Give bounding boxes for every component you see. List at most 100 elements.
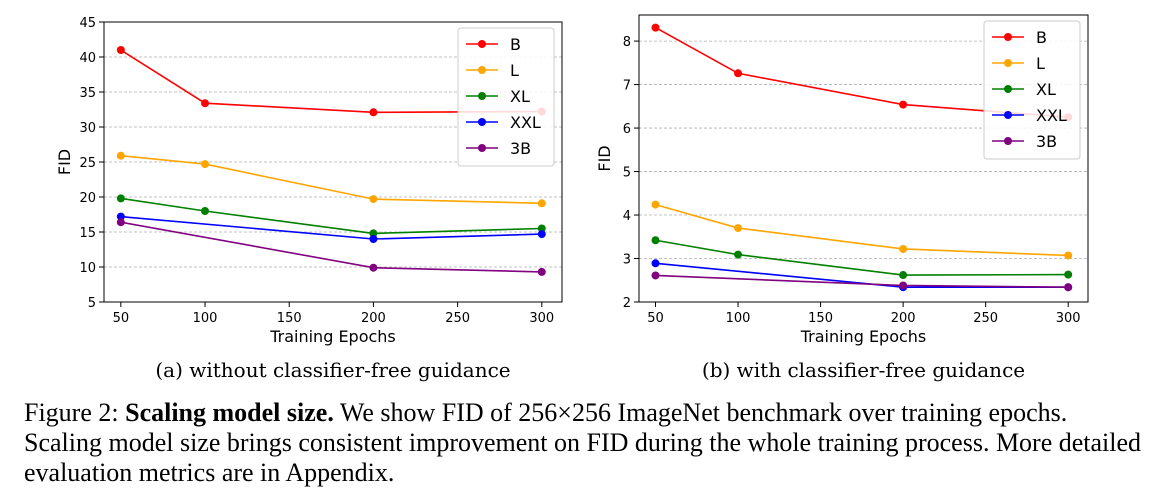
y-axis-label: FID [55, 149, 74, 175]
data-point-L [369, 195, 378, 204]
caption-bold: Scaling model size. [125, 398, 334, 427]
legend-marker-B [478, 40, 486, 48]
data-point-XXL [651, 259, 660, 268]
x-tick-label: 100 [726, 311, 751, 326]
legend-marker-3B [1004, 137, 1012, 145]
y-tick-label: 6 [623, 122, 631, 137]
x-tick-label: 200 [361, 311, 386, 326]
legend-marker-XXL [478, 118, 486, 126]
legend-label-B: B [510, 35, 521, 54]
x-tick-label: 300 [1056, 311, 1081, 326]
y-tick-label: 4 [623, 209, 631, 224]
figure-caption: Figure 2: Scaling model size. We show FI… [24, 398, 1146, 488]
legend-label-3B: 3B [510, 139, 531, 158]
panel-subtitle: (b) with classifier-free guidance [702, 358, 1025, 382]
data-point-3B [1064, 283, 1073, 292]
y-tick-label: 7 [623, 79, 631, 94]
x-tick-label: 50 [113, 311, 130, 326]
data-point-B [116, 46, 125, 54]
legend-box [457, 27, 555, 167]
legend-label-3B: 3B [1036, 132, 1057, 151]
legend-marker-L [478, 66, 486, 74]
x-tick-label: 300 [529, 311, 554, 326]
series-line-XL [655, 239, 1069, 276]
data-point-XL [537, 224, 546, 233]
x-tick-label: 150 [808, 311, 833, 326]
data-point-XXL [537, 230, 546, 239]
y-tick-label: 45 [79, 16, 96, 31]
series-line-3B [655, 274, 1069, 289]
legend-marker-XL [1004, 85, 1012, 93]
y-tick-label: 25 [79, 156, 96, 171]
data-point-L [537, 199, 546, 208]
series-line-XL [120, 197, 542, 235]
data-point-3B [369, 263, 378, 272]
legend-box [983, 20, 1081, 160]
data-point-XL [899, 271, 908, 280]
y-tick-label: 15 [79, 226, 96, 241]
data-point-L [201, 160, 210, 169]
x-tick-label: 100 [193, 311, 218, 326]
y-tick-label: 35 [79, 86, 96, 101]
data-point-L [734, 224, 743, 233]
data-point-L [899, 244, 908, 253]
data-point-3B [537, 267, 546, 276]
legend-marker-3B [478, 144, 486, 152]
plot-frame [638, 14, 1089, 303]
data-point-L [116, 151, 125, 160]
y-tick-label: 2 [623, 296, 631, 311]
data-point-B [899, 100, 908, 109]
data-point-XL [201, 207, 210, 215]
data-point-XL [734, 250, 743, 259]
legend-marker-XXL [1004, 111, 1012, 119]
data-point-XL [651, 236, 660, 245]
legend-label-B: B [1036, 28, 1047, 47]
legend-marker-XL [478, 92, 486, 100]
x-tick-label: 250 [445, 311, 470, 326]
legend-label-L: L [1036, 54, 1045, 73]
x-tick-label: 200 [891, 311, 916, 326]
data-point-L [651, 200, 660, 209]
data-point-XXL [116, 212, 125, 221]
y-tick-label: 5 [88, 296, 96, 311]
data-point-B [369, 108, 378, 117]
chart-b: 2 3 4 5 6 7 8 50 100 150 200 250 300 Training Epochs F… [595, 14, 1089, 382]
legend-marker-L [1004, 59, 1012, 67]
series-line-L [655, 203, 1069, 257]
data-point-3B [651, 271, 660, 280]
data-point-B [734, 69, 743, 78]
data-point-L [1064, 251, 1073, 260]
y-tick-label: 40 [79, 51, 96, 66]
legend-label-XL: XL [510, 87, 530, 106]
x-axis-label: Training Epochs [800, 327, 927, 346]
y-tick-label: 8 [623, 35, 631, 50]
data-point-B [651, 23, 660, 32]
legend-label-XL: XL [1036, 80, 1056, 99]
legend-label-L: L [510, 61, 519, 80]
legend-label-XXL: XXL [1036, 106, 1067, 125]
x-tick-label: 50 [647, 311, 664, 326]
y-tick-label: 20 [79, 191, 96, 206]
x-tick-label: 150 [277, 311, 302, 326]
legend-label-XXL: XXL [510, 113, 541, 132]
data-point-3B [899, 281, 908, 290]
data-point-3B [116, 218, 125, 227]
y-tick-label: 5 [623, 166, 631, 181]
data-point-XXL [369, 235, 378, 243]
data-point-B [201, 99, 210, 108]
data-point-XL [116, 194, 125, 203]
x-axis-label: Training Epochs [269, 327, 396, 346]
caption-text: We show FID of 256×256 ImageNet benchmar… [24, 398, 1142, 487]
chart-a: 5 10 15 20 25 30 35 40 45 50 100 150 200 250 300 Traini… [55, 16, 563, 382]
legend-marker-B [1004, 33, 1012, 41]
data-point-XL [369, 229, 378, 238]
data-point-XL [1064, 270, 1073, 279]
y-axis-label: FID [595, 145, 614, 171]
series-line-L [120, 154, 542, 205]
panel-subtitle: (a) without classifier-free guidance [155, 358, 510, 382]
y-tick-label: 10 [79, 261, 96, 276]
y-tick-label: 30 [79, 121, 96, 136]
y-tick-label: 3 [623, 253, 631, 268]
x-tick-label: 250 [973, 311, 998, 326]
